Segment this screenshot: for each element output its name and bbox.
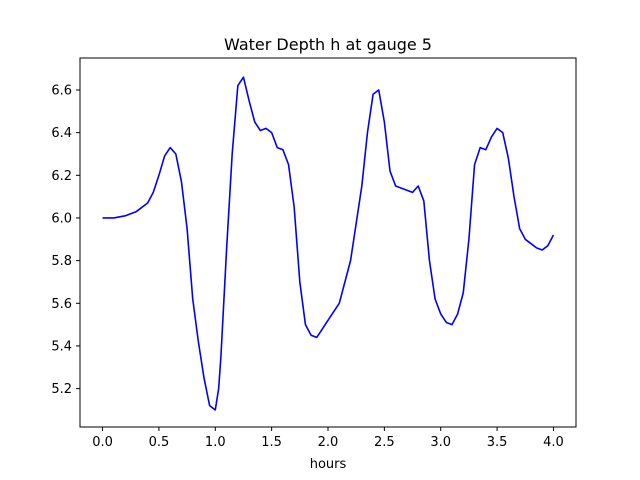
x-tick-label: 3.5 [487, 435, 508, 450]
x-tick-label: 2.0 [318, 435, 339, 450]
x-axis-ticks: 0.0 0.5 1.0 1.5 2.0 2.5 3.0 3.5 4.0 [92, 427, 564, 450]
y-tick-label: 6.6 [51, 83, 72, 98]
x-tick-label: 1.0 [205, 435, 226, 450]
y-tick-label: 6.2 [51, 169, 72, 184]
y-tick-label: 6.4 [51, 126, 72, 141]
x-tick-label: 1.5 [261, 435, 282, 450]
x-axis-label: hours [310, 457, 347, 472]
series-line-water-depth [102, 76, 555, 411]
y-tick-label: 5.2 [51, 382, 72, 397]
plot-area [79, 57, 577, 428]
axes-frame [79, 57, 577, 428]
x-tick-label: 0.0 [92, 435, 113, 450]
x-tick-label: 0.5 [149, 435, 170, 450]
y-tick-label: 5.4 [51, 339, 72, 354]
y-axis-ticks: 5.2 5.4 5.6 5.8 6.0 6.2 6.4 6.6 [51, 83, 80, 397]
x-tick-label: 3.0 [430, 435, 451, 450]
y-tick-label: 5.8 [51, 254, 72, 269]
y-tick-label: 6.0 [51, 211, 72, 226]
x-tick-label: 2.5 [374, 435, 395, 450]
y-tick-label: 5.6 [51, 297, 72, 312]
x-tick-label: 4.0 [543, 435, 564, 450]
chart-title: Water Depth h at gauge 5 [224, 35, 432, 54]
